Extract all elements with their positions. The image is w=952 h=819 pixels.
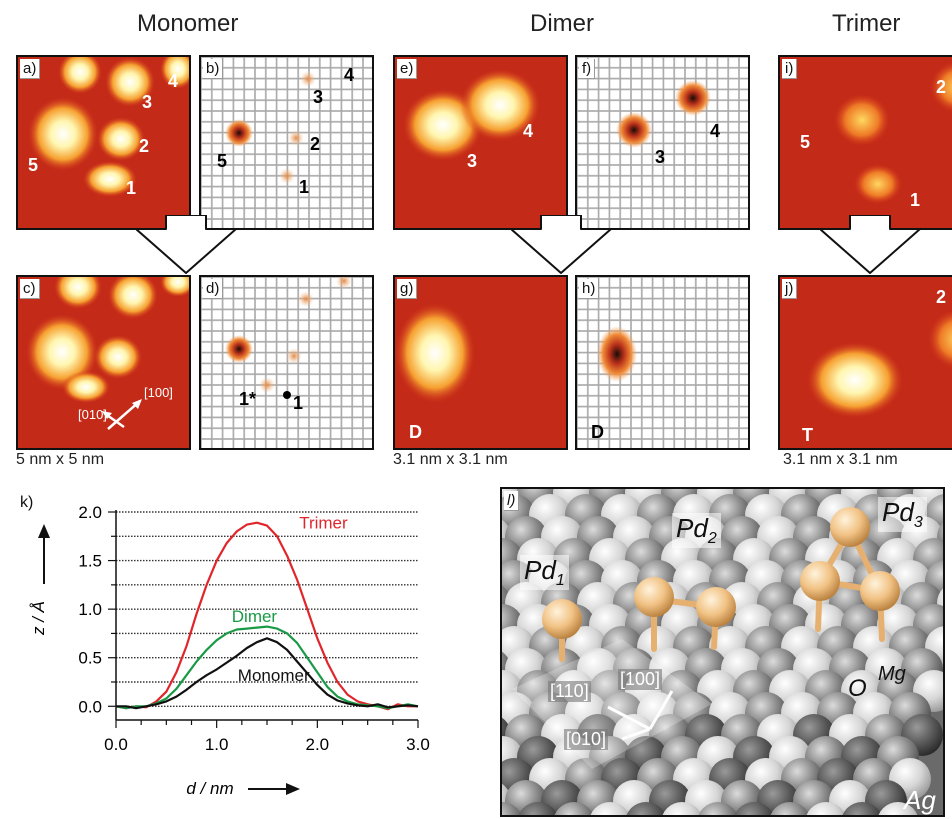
label-e-3: 3 xyxy=(467,151,478,171)
panel-label-g: g) xyxy=(397,279,418,299)
label-a-5: 5 xyxy=(28,155,39,175)
x-tick-label: 2.0 xyxy=(306,735,330,754)
direction-100: [100] xyxy=(144,385,173,400)
x-tick-label: 1.0 xyxy=(205,735,229,754)
transition-arrow-monomer xyxy=(136,215,237,274)
series-line-monomer xyxy=(116,637,419,710)
stm-image-i: i) 2 5 1 xyxy=(778,55,952,230)
label-a-2: 2 xyxy=(139,136,150,156)
direction-010: [010] xyxy=(78,407,107,422)
label-a-4: 4 xyxy=(168,71,179,91)
label-ag: Ag xyxy=(904,785,936,815)
stm-image-c: c) [010] [100] xyxy=(16,275,191,450)
scale-monomer: 5 nm x 5 nm xyxy=(16,451,105,468)
simulation-grid-f: f) 3 4 xyxy=(575,55,750,230)
series-label-monomer: Monomer xyxy=(238,666,310,685)
x-tick-label: 0.0 xyxy=(104,735,128,754)
simulation-grid-d: d) 1* 1 xyxy=(199,275,374,450)
height-profile-chart: 0.0 1.0 2.0 3.0 0.0 0.5 1.0 1.5 2.0 z / Å d / nm Tr… xyxy=(29,503,430,798)
y-tick-label: 2.0 xyxy=(78,503,102,522)
x-tick-label: 3.0 xyxy=(406,735,430,754)
title-monomer: Monomer xyxy=(137,10,239,37)
panel-label-l: l) xyxy=(504,491,520,511)
x-axis-arrowhead xyxy=(286,783,300,795)
title-trimer: Trimer xyxy=(832,10,901,37)
panel-label-j: j) xyxy=(782,279,798,299)
label-pd3: Pd3 xyxy=(878,497,927,533)
y-axis-label: z / Å xyxy=(29,601,48,636)
label-i-5: 5 xyxy=(800,132,811,152)
y-tick-label: 1.5 xyxy=(78,552,102,571)
label-mg: Mg xyxy=(878,663,906,685)
label-o: O xyxy=(848,675,867,702)
stm-image-j: j) 2 T xyxy=(778,275,952,450)
stm-image-e: e) 3 4 xyxy=(393,55,568,230)
direction-100-model: [100] xyxy=(618,669,663,690)
series-label-trimer: Trimer xyxy=(299,514,348,533)
label-f-4: 4 xyxy=(710,121,721,141)
panel-label-h: h) xyxy=(579,279,600,299)
label-d-1: 1 xyxy=(293,393,304,413)
simulation-grid-h: h) D xyxy=(575,275,750,450)
label-j-2: 2 xyxy=(936,287,947,307)
series-label-dimer: Dimer xyxy=(232,607,278,626)
atomic-model-l: l) Pd1 Pd2 Pd3 O Mg Ag [110] [100] [010] xyxy=(500,487,945,817)
panel-label-b: b) xyxy=(203,59,224,79)
label-b-4: 4 xyxy=(344,65,355,85)
stm-image-a: a) 1 2 3 4 5 xyxy=(16,55,191,230)
label-h-D: D xyxy=(591,422,604,442)
panel-label-e: e) xyxy=(397,59,418,79)
simulation-grid-b: b) 1 2 3 4 5 xyxy=(199,55,374,230)
label-d-1star: 1* xyxy=(239,389,257,409)
transition-arrow-dimer xyxy=(511,215,612,274)
x-axis-label: d / nm xyxy=(186,779,233,798)
y-tick-label: 0.5 xyxy=(78,649,102,668)
label-f-3: 3 xyxy=(655,147,666,167)
label-pd2: Pd2 xyxy=(672,513,721,549)
label-a-3: 3 xyxy=(142,92,153,112)
panel-label-f: f) xyxy=(579,59,596,79)
stm-image-g: g) D xyxy=(393,275,568,450)
label-g-D: D xyxy=(409,422,422,442)
y-axis-arrowhead xyxy=(38,524,50,538)
label-pd1: Pd1 xyxy=(520,555,569,591)
label-b-1: 1 xyxy=(299,177,310,197)
title-dimer: Dimer xyxy=(530,10,594,37)
y-tick-label: 1.0 xyxy=(78,600,102,619)
transition-arrow-trimer xyxy=(820,215,921,274)
label-b-3: 3 xyxy=(313,87,324,107)
label-b-2: 2 xyxy=(310,134,321,154)
label-e-4: 4 xyxy=(523,121,534,141)
direction-010-model: [010] xyxy=(564,729,609,750)
y-tick-label: 0.0 xyxy=(78,697,102,716)
direction-110: [110] xyxy=(548,681,591,702)
label-j-T: T xyxy=(802,425,813,445)
label-i-2: 2 xyxy=(936,77,947,97)
label-b-5: 5 xyxy=(217,151,228,171)
label-a-1: 1 xyxy=(126,178,137,198)
panel-label-d: d) xyxy=(203,279,224,299)
label-i-1: 1 xyxy=(910,190,921,210)
panel-label-c: c) xyxy=(20,279,40,299)
panel-label-k: k) xyxy=(20,494,34,511)
scale-dimer: 3.1 nm x 3.1 nm xyxy=(393,451,508,468)
panel-label-i: i) xyxy=(782,59,798,79)
panel-label-a: a) xyxy=(20,59,41,79)
scale-trimer: 3.1 nm x 3.1 nm xyxy=(783,451,898,468)
